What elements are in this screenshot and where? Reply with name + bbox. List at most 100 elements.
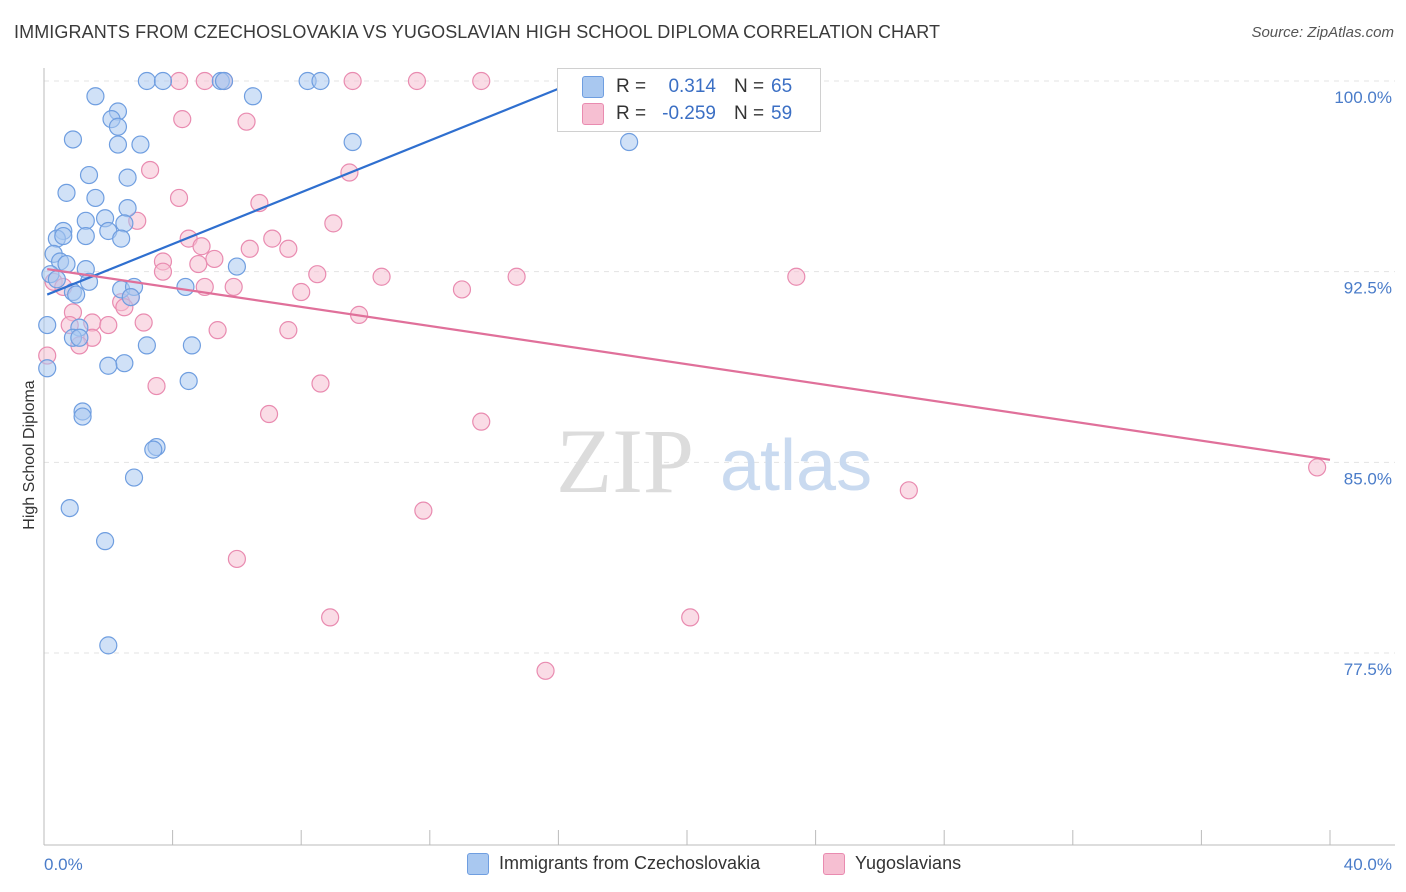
czechoslovakia-point xyxy=(38,359,57,378)
czechoslovakia-point xyxy=(95,532,115,551)
bottom-legend-swatch-blue xyxy=(467,853,489,875)
yugoslavian-point xyxy=(240,239,259,258)
yugoslavian-point xyxy=(321,608,340,627)
czechoslovakia-point xyxy=(54,226,73,246)
czechoslovakia-point xyxy=(620,132,639,152)
axes xyxy=(43,68,1395,846)
czechoslovakia-point xyxy=(179,371,198,391)
trend-lines xyxy=(46,79,1331,461)
yugoslavian-point xyxy=(237,112,256,131)
czechoslovakia-point xyxy=(86,188,105,208)
czechoslovakia-point xyxy=(144,440,163,459)
czechoslovakia-point xyxy=(176,277,195,297)
yugoslavian-point xyxy=(192,237,211,256)
legend-r-label: R = xyxy=(616,76,647,97)
chart-title: IMMIGRANTS FROM CZECHOSLOVAKIA VS YUGOSL… xyxy=(14,22,941,42)
czechoslovakia-point xyxy=(182,336,201,355)
legend-r-value: 0.314 xyxy=(668,76,716,97)
yugoslavian-point xyxy=(169,71,189,91)
x-tick-label: 0.0% xyxy=(44,855,83,874)
yugoslavian-point xyxy=(140,160,160,180)
yugoslavian-point xyxy=(208,321,227,340)
yugoslavian-point xyxy=(343,71,362,91)
x-tick-label: 40.0% xyxy=(1344,855,1392,874)
yugoslavian-point xyxy=(787,267,806,286)
yugoslavian-point xyxy=(147,376,166,396)
yugoslavian-point xyxy=(134,313,153,332)
yugoslavian-point xyxy=(681,608,700,627)
tick-labels: 77.5% 85.0% 92.5% 100.0% 0.0% 40.0% xyxy=(44,88,1392,874)
yugoslavian-point xyxy=(452,280,472,299)
series-czechoslovakia xyxy=(38,71,639,655)
czechoslovakia-point xyxy=(60,498,79,518)
czechoslovakia-point xyxy=(121,287,140,307)
series-yugoslavians xyxy=(38,71,1327,680)
czechoslovakia-point xyxy=(124,468,144,487)
y-tick-label: 77.5% xyxy=(1344,660,1392,679)
czechoslovakia-point xyxy=(343,132,362,152)
czechoslovakia-point xyxy=(227,257,246,276)
yugoslavian-point xyxy=(292,282,311,302)
legend-row-yugoslavians: R = -0.259 N = 59 xyxy=(558,101,820,127)
czechoslovakia-point xyxy=(67,285,86,304)
legend-n-label: N = xyxy=(734,76,765,97)
czechoslovakia-point xyxy=(63,130,83,149)
yugoslavian-point xyxy=(227,549,246,569)
legend-n-value: 65 xyxy=(771,76,793,97)
yugoslavian-point xyxy=(189,254,208,274)
czechoslovakia-point xyxy=(112,229,131,248)
czechoslovakia-point xyxy=(214,71,234,91)
czechoslovakia-point xyxy=(76,226,95,246)
yugoslavian-point xyxy=(173,110,192,129)
czechoslovakia-point xyxy=(79,165,99,185)
czechoslovakia-point xyxy=(131,135,150,154)
legend-n-value: 59 xyxy=(771,103,793,124)
czechoslovakia-point xyxy=(311,71,330,91)
yugoslavian-point xyxy=(99,315,118,335)
czechoslovakia-point xyxy=(73,407,92,426)
bottom-legend: Immigrants from Czechoslovakia Yugoslavi… xyxy=(0,852,1406,878)
yugoslavian-point xyxy=(224,277,243,297)
czechoslovakia-point xyxy=(99,356,118,375)
czechoslovakia-point xyxy=(243,87,263,106)
czechoslovakia-point xyxy=(153,71,173,91)
yugoslavian-point xyxy=(324,214,343,233)
y-tick-label: 100.0% xyxy=(1334,88,1392,107)
czechoslovakia-point xyxy=(108,135,128,154)
legend-row-czechoslovakia: R = 0.314 N = 65 xyxy=(558,74,820,100)
czechoslovakia-point xyxy=(38,315,57,335)
yugoslavian-point xyxy=(1308,458,1327,477)
czechoslovakia-point xyxy=(137,71,156,91)
yugoslavian-point xyxy=(279,239,298,258)
y-tick-label: 85.0% xyxy=(1344,469,1392,488)
legend-r-label: R = xyxy=(616,103,647,124)
legend-n-label: N = xyxy=(734,103,765,124)
yugoslavian-point xyxy=(536,661,555,680)
czechoslovakia-point xyxy=(118,168,137,187)
yugoslavian-point xyxy=(311,374,330,393)
czechoslovakia-point xyxy=(57,254,76,274)
legend-swatch-blue xyxy=(582,76,604,98)
trend-line-czechoslovakia xyxy=(46,79,579,296)
yugoslavian-point xyxy=(372,267,391,286)
yugoslavian-point xyxy=(263,229,282,248)
yugoslavian-point xyxy=(195,71,214,91)
czechoslovakia-point xyxy=(86,87,105,106)
yugoslavian-point xyxy=(899,481,918,500)
legend: R = 0.314 N = 65 R = -0.259 N = 59 xyxy=(557,68,821,132)
source-label: Source: ZipAtlas.com xyxy=(1251,24,1394,41)
legend-swatch-pink xyxy=(582,103,604,125)
legend-r-value: -0.259 xyxy=(662,103,716,124)
gridlines xyxy=(44,80,1395,654)
czechoslovakia-point xyxy=(57,183,76,202)
czechoslovakia-point xyxy=(115,354,134,373)
yugoslavian-point xyxy=(259,404,279,424)
yugoslavian-point xyxy=(308,265,327,284)
czechoslovakia-point xyxy=(70,328,89,347)
yugoslavian-point xyxy=(414,501,433,520)
czechoslovakia-point xyxy=(115,214,134,233)
czechoslovakia-point xyxy=(47,270,66,289)
czechoslovakia-point xyxy=(108,117,128,136)
y-tick-label: 92.5% xyxy=(1344,279,1392,298)
yugoslavian-point xyxy=(407,71,427,91)
